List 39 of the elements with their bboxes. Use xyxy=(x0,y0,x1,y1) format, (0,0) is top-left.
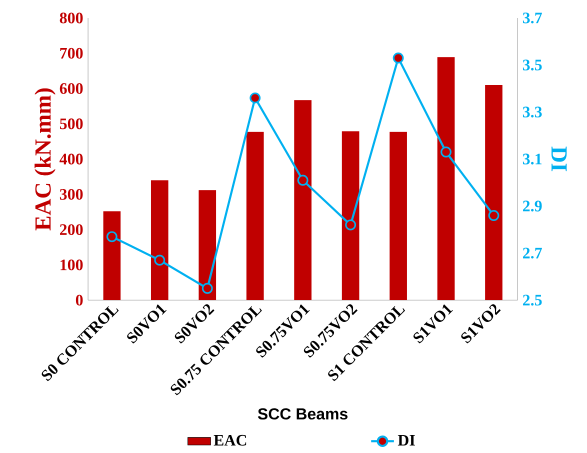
y2-axis-title: DI xyxy=(552,146,567,172)
bar xyxy=(246,132,264,300)
bar xyxy=(437,57,455,300)
bar xyxy=(342,131,360,300)
point xyxy=(250,92,261,104)
point xyxy=(488,210,500,222)
y-tick-label: 700 xyxy=(60,48,83,59)
point xyxy=(345,220,356,230)
point xyxy=(297,174,308,186)
y-tick-label: 600 xyxy=(60,83,83,94)
y2-tick-label: 2.5 xyxy=(523,294,542,306)
y2-tick-label: 3.1 xyxy=(522,154,542,165)
bar xyxy=(198,190,216,300)
point xyxy=(440,146,452,158)
legend-label: DI xyxy=(398,435,415,446)
y2-tick-label: 3.7 xyxy=(522,12,542,24)
bar xyxy=(103,211,121,300)
y-tick-label: 200 xyxy=(60,224,83,236)
y-tick-label: 0 xyxy=(76,294,83,306)
bar xyxy=(150,180,168,300)
y-tick-label: 300 xyxy=(60,189,83,200)
y-tick-label: 100 xyxy=(60,260,83,270)
point xyxy=(392,52,404,64)
y2-tick-label: 2.7 xyxy=(523,248,542,259)
y2-tick-label: 2.9 xyxy=(523,200,542,212)
bar xyxy=(485,85,502,300)
bar xyxy=(390,132,407,300)
point xyxy=(106,231,118,242)
point xyxy=(202,282,213,294)
bar xyxy=(294,100,312,300)
y-tick-label: 400 xyxy=(60,154,83,165)
point xyxy=(154,254,166,266)
x-axis-title: SCC Beams xyxy=(258,408,348,420)
y-tick-label: 800 xyxy=(60,12,83,24)
y2-tick-label: 3.3 xyxy=(522,106,542,118)
y-axis-title: EAC (kN.mm) xyxy=(34,88,56,230)
legend-label: EAC xyxy=(214,434,246,446)
y2-tick-label: 3.5 xyxy=(522,60,542,71)
y-tick-label: 500 xyxy=(60,118,83,130)
